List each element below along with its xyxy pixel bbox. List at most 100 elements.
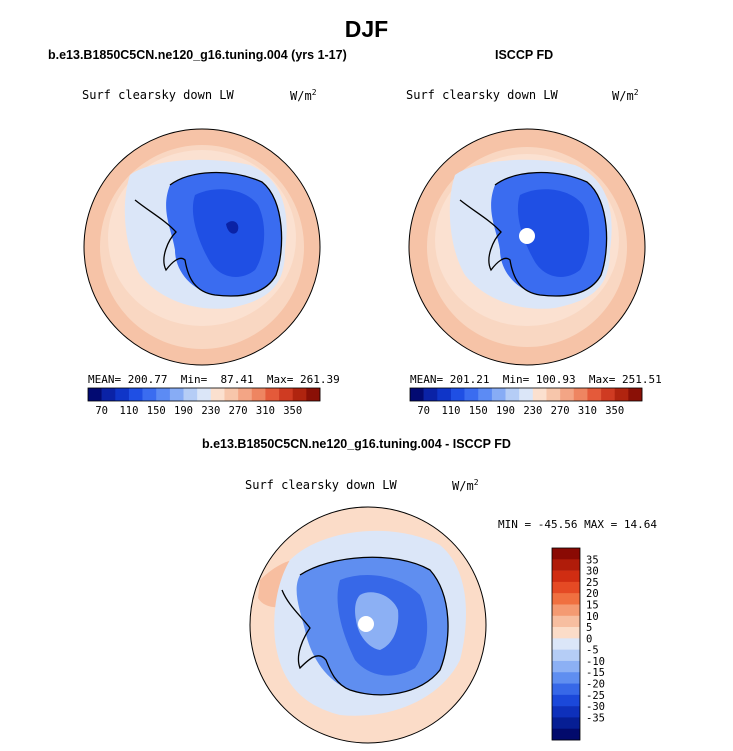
colorbar-swatch — [552, 728, 580, 741]
map-diff-coastline — [281, 556, 449, 696]
colorbar-swatch — [601, 388, 616, 401]
colorbar-tick-label: 20 — [586, 588, 599, 600]
colorbar-swatch — [628, 388, 643, 401]
map-obs-polar-hole — [519, 228, 535, 244]
colorbar-swatch — [210, 388, 225, 401]
colorbar-swatch — [552, 638, 580, 650]
colorbar-obs: 70 110 150 190 230 270 310 350 — [409, 387, 643, 417]
diff-minmax: MIN = -45.56 MAX = 14.64 — [498, 518, 657, 531]
colorbar-tick-label: -35 — [586, 712, 605, 724]
colorbar-swatch — [519, 388, 534, 401]
colorbar-tick-label: 350 — [605, 405, 624, 417]
colorbar-swatch — [156, 388, 171, 401]
colorbar-tick-label: 270 — [229, 405, 248, 417]
colorbar-tick-label: -15 — [586, 667, 605, 679]
colorbar-swatch — [169, 388, 184, 401]
colorbar-tick-label: 70 — [95, 405, 108, 417]
colorbar-swatch — [437, 388, 452, 401]
colorbar-swatch — [115, 388, 130, 401]
colorbar-swatch — [251, 388, 266, 401]
panel-obs-units: W/m2 — [612, 88, 639, 103]
colorbar-tick-label: 190 — [496, 405, 515, 417]
panel-model-max: 261.39 — [300, 373, 340, 386]
colorbar-swatch — [88, 388, 102, 401]
colorbar-swatch — [279, 388, 294, 401]
panel-obs-mean: 201.21 — [449, 373, 490, 386]
colorbar-swatch — [552, 706, 580, 718]
diff-title: b.e13.B1850C5CN.ne120_g16.tuning.004 - I… — [202, 437, 511, 451]
map-diff-border — [249, 506, 487, 744]
colorbar-swatch — [450, 388, 465, 401]
panel-obs-variable: Surf clearsky down LW — [406, 88, 558, 102]
colorbar-swatch — [183, 388, 198, 401]
colorbar-swatch — [552, 627, 580, 639]
colorbar-swatch — [552, 649, 580, 662]
colorbar-swatch — [142, 388, 157, 401]
colorbar-swatch — [552, 672, 580, 684]
colorbar-frame — [409, 387, 643, 402]
map-obs-coastline — [459, 171, 608, 297]
colorbar-frame — [87, 387, 321, 402]
colorbar-tick-label: -20 — [586, 679, 605, 691]
colorbar-swatch — [552, 593, 580, 605]
colorbar-tick-label: 230 — [523, 405, 542, 417]
map-model-plateau-min — [226, 221, 239, 234]
colorbar-tick-label: 350 — [283, 405, 302, 417]
colorbar-swatch — [546, 388, 561, 401]
map-model-plateau-inner — [192, 189, 265, 277]
colorbar-swatch — [197, 388, 212, 401]
colorbar-tick-label: 110 — [441, 405, 460, 417]
colorbar-tick-label: 10 — [586, 611, 599, 623]
map-model — [84, 129, 320, 365]
panel-model-mean: 200.77 — [127, 373, 168, 386]
colorbar-swatch — [491, 388, 506, 401]
colorbar-swatch — [552, 615, 580, 628]
colorbar-tick-label: 35 — [586, 554, 599, 566]
map-model-coastline — [134, 171, 283, 297]
colorbar-swatch — [410, 388, 424, 401]
colorbar-tick-label: 30 — [586, 566, 599, 578]
colorbar-tick-label: 150 — [469, 405, 488, 417]
map-model-border — [83, 128, 321, 366]
colorbar-swatch — [552, 604, 580, 617]
colorbar-swatch — [552, 683, 580, 696]
colorbar-frame — [551, 547, 581, 741]
panel-model-units: W/m2 — [290, 88, 317, 103]
colorbar-swatch — [265, 388, 280, 401]
map-obs — [409, 129, 645, 365]
map-diff-polar-hole — [358, 616, 374, 632]
diff-variable: Surf clearsky down LW — [245, 478, 397, 492]
colorbar-tick-label: -10 — [586, 656, 605, 668]
colorbar-tick-label: 150 — [147, 405, 166, 417]
colorbar-swatch — [552, 548, 580, 560]
colorbar-tick-label: 110 — [119, 405, 138, 417]
colorbar-swatch — [552, 660, 580, 673]
colorbar-swatch — [128, 388, 143, 401]
colorbar-tick-label: 310 — [256, 405, 275, 417]
map-obs-plateau-inner — [517, 189, 590, 277]
colorbar-swatch — [532, 388, 547, 401]
colorbar-swatch — [306, 388, 321, 401]
colorbar-tick-label: -25 — [586, 690, 605, 702]
colorbar-tick-label: 270 — [551, 405, 570, 417]
colorbar-swatch — [101, 388, 116, 401]
panel-obs-title: ISCCP FD — [495, 48, 554, 62]
page-title: DJF — [344, 16, 389, 42]
diff-units: W/m2 — [452, 478, 479, 493]
colorbar-tick-label: -5 — [586, 645, 599, 657]
colorbar-swatch — [552, 559, 580, 571]
colorbar-swatch — [552, 694, 580, 707]
colorbar-swatch — [552, 581, 580, 594]
colorbar-tick-label: 5 — [586, 622, 592, 634]
map-diff-ice-center — [355, 592, 399, 650]
colorbar-swatch — [560, 388, 575, 401]
colorbar-tick-label: 0 — [586, 633, 592, 645]
colorbar-tick-label: 70 — [417, 405, 430, 417]
colorbar-swatch — [573, 388, 588, 401]
panel-model-stats: MEAN= 200.77 Min= 87.41 Max= 261.39 — [88, 373, 340, 386]
colorbar-tick-label: 15 — [586, 599, 599, 611]
map-obs-border — [408, 128, 646, 366]
colorbar-tick-label: 25 — [586, 577, 599, 589]
colorbar-swatch — [464, 388, 479, 401]
